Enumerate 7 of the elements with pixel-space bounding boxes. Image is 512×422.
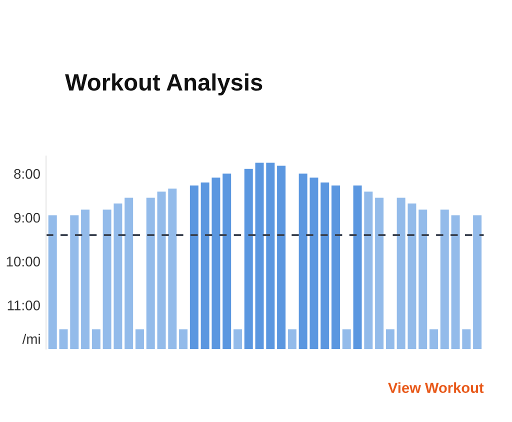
- y-tick-label: 11:00: [8, 300, 40, 310]
- y-tick-label: 9:00: [14, 212, 40, 223]
- chart-title: Workout Analysis: [65, 73, 262, 96]
- y-tick-label: 10:00: [6, 256, 40, 266]
- y-axis-title: /mi: [22, 334, 40, 344]
- text: View Workout: [388, 382, 484, 393]
- y-tick-label: 8:00: [14, 169, 40, 179]
